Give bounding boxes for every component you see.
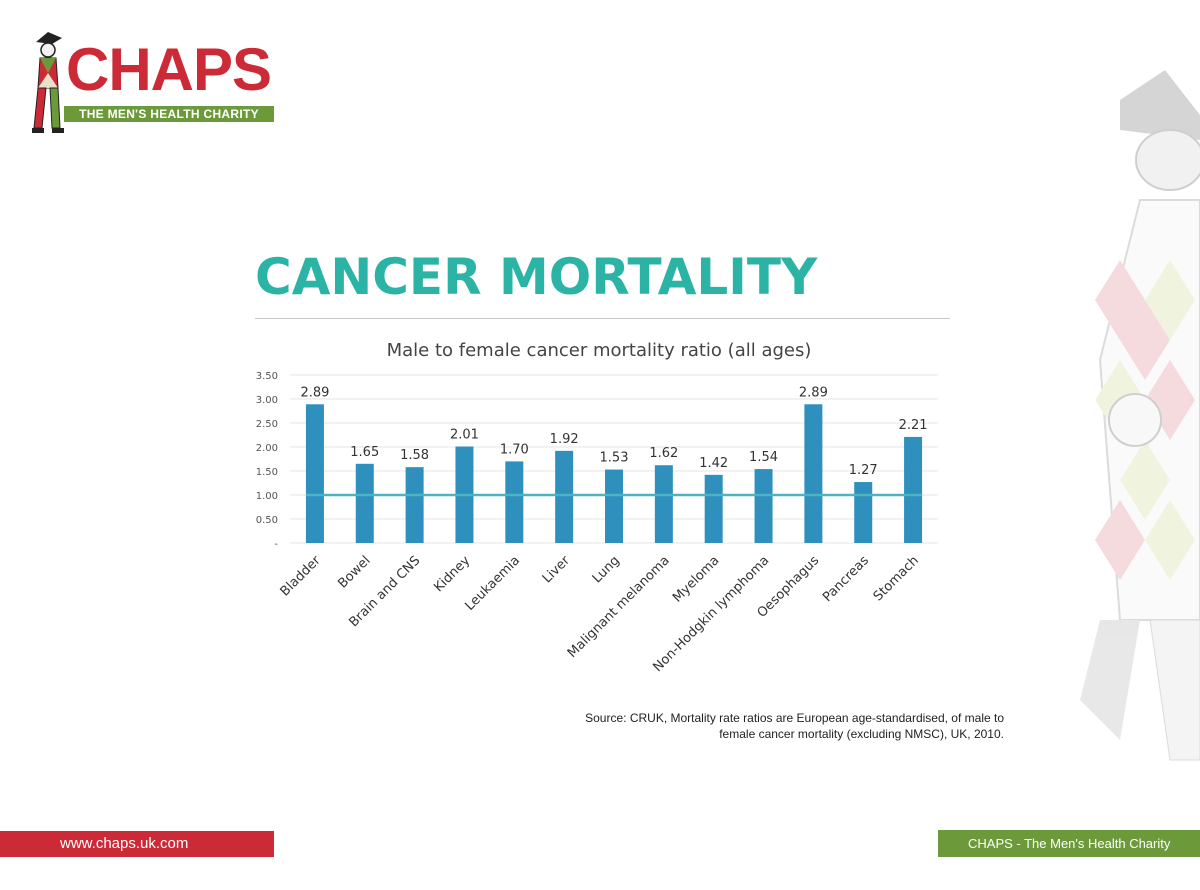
bar: [555, 450, 574, 543]
data-label: 2.89: [300, 385, 329, 400]
data-label: 1.62: [649, 446, 678, 461]
bar: [305, 404, 324, 543]
jester-logo-icon: [32, 32, 64, 133]
chaps-logo: CHAPS THE MEN'S HEALTH CHARITY: [28, 28, 278, 143]
jester-watermark-icon: [1080, 70, 1200, 761]
x-tick-label: Malignant melanoma: [565, 553, 673, 661]
footer-org-name: CHAPS - The Men's Health Charity: [938, 830, 1200, 857]
y-tick-label: -: [274, 539, 278, 550]
x-tick-label: Myeloma: [670, 553, 722, 605]
y-tick-label: 0.50: [256, 515, 278, 526]
y-tick-label: 3.50: [256, 371, 278, 382]
data-label: 2.01: [450, 428, 479, 443]
bar: [505, 461, 524, 543]
data-label: 2.21: [899, 418, 928, 433]
bar: [654, 465, 673, 543]
bar: [804, 404, 823, 543]
x-tick-label: Bowel: [335, 553, 373, 591]
mortality-ratio-bar-chart: Male to female cancer mortality ratio (a…: [256, 340, 938, 675]
x-tick-label: Bladder: [278, 553, 325, 600]
data-label: 1.70: [500, 442, 529, 457]
bar: [754, 469, 773, 543]
source-line-2: female cancer mortality (excluding NMSC)…: [719, 727, 1004, 741]
source-line-1: Source: CRUK, Mortality rate ratios are …: [585, 711, 1004, 725]
bar: [355, 463, 374, 543]
data-label: 1.92: [550, 432, 579, 447]
x-tick-label: Lung: [590, 553, 623, 586]
heading-divider: [255, 318, 950, 319]
bar: [854, 482, 873, 543]
x-tick-label: Kidney: [431, 553, 473, 595]
y-tick-label: 2.00: [256, 443, 278, 454]
source-note: Source: CRUK, Mortality rate ratios are …: [534, 710, 1004, 742]
data-label: 1.53: [600, 451, 629, 466]
data-label: 1.58: [400, 448, 429, 463]
bar: [605, 469, 623, 543]
y-tick-label: 3.00: [256, 395, 278, 406]
x-tick-label: Pancreas: [820, 553, 872, 605]
y-tick-label: 1.50: [256, 467, 278, 478]
footer-website-link[interactable]: www.chaps.uk.com: [0, 831, 274, 857]
data-label: 1.65: [350, 445, 379, 460]
chart-title: Male to female cancer mortality ratio (a…: [387, 340, 812, 361]
bar: [904, 436, 923, 543]
bar: [704, 474, 723, 543]
bar: [405, 467, 424, 543]
data-label: 2.89: [799, 385, 828, 400]
data-label: 1.54: [749, 450, 778, 465]
page-heading: CANCER MORTALITY: [255, 248, 818, 306]
data-label: 1.42: [699, 456, 728, 471]
x-tick-label: Liver: [540, 553, 574, 587]
y-tick-label: 2.50: [256, 419, 278, 430]
logo-tagline: THE MEN'S HEALTH CHARITY: [64, 106, 274, 122]
data-label: 1.27: [849, 463, 878, 478]
y-tick-label: 1.00: [256, 491, 278, 502]
logo-wordmark: CHAPS: [66, 36, 272, 103]
x-tick-label: Stomach: [871, 553, 922, 604]
